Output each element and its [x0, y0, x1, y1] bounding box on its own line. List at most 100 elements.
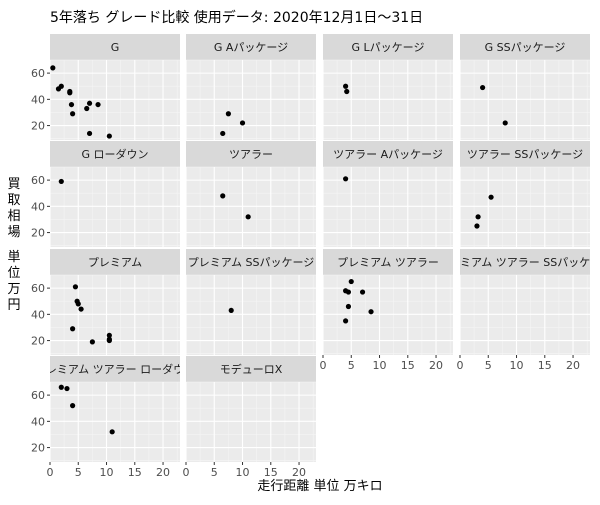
x-tick-label: 10 — [100, 466, 114, 479]
data-point — [67, 90, 73, 96]
x-tick-label: 10 — [373, 359, 387, 372]
facet-panel: G Lパッケージ — [322, 34, 453, 140]
x-tick-label: 0 — [47, 466, 54, 479]
y-tick-label: 40 — [31, 415, 45, 428]
facet-grid: G 20 40 60 G Aパッケージ G Lパッケージ G SSパッケージ G ローダウン 2… — [31, 34, 600, 479]
y-tick-label: 60 — [31, 389, 45, 402]
point-layer — [343, 83, 350, 95]
data-point — [480, 84, 486, 91]
y-tick-label: 40 — [31, 93, 45, 106]
data-point — [368, 309, 374, 315]
y-tick-label: 20 — [31, 442, 45, 455]
point-layer — [70, 284, 112, 345]
plot-background — [460, 275, 590, 355]
facet-label: G Aパッケージ — [214, 41, 288, 54]
point-layer — [480, 84, 508, 126]
x-tick-label: 20 — [156, 466, 170, 479]
data-point — [502, 120, 508, 126]
point-layer — [58, 178, 64, 185]
data-point — [72, 284, 79, 290]
y-tick-label: 60 — [31, 67, 45, 80]
data-point — [220, 193, 226, 199]
facet-strip — [186, 356, 316, 382]
facet-strip — [460, 141, 590, 167]
x-tick-label: 20 — [429, 359, 443, 372]
facet-panel: G ローダウン 20 40 60 — [31, 141, 180, 247]
facet-panel: ツアラー SSパッケージ — [459, 141, 590, 247]
plot-background — [460, 60, 590, 140]
data-point — [245, 214, 251, 220]
plot-background — [186, 60, 316, 140]
y-axis-label-char: 相 — [7, 209, 20, 224]
x-tick-label: 5 — [485, 359, 492, 372]
x-tick-label: 15 — [128, 466, 142, 479]
point-layer — [220, 111, 246, 137]
y-tick-label: 40 — [31, 200, 45, 213]
y-tick-label: 60 — [31, 174, 45, 187]
data-point — [78, 306, 84, 312]
facet-strip — [50, 34, 180, 60]
facet-strip — [50, 356, 180, 382]
facet-strip — [323, 141, 453, 167]
data-point — [64, 385, 70, 392]
x-tick-label: 15 — [401, 359, 415, 372]
facet-label: G — [111, 41, 120, 54]
facet-label: プレミアム SSパッケージ — [188, 256, 314, 269]
point-layer — [220, 193, 251, 220]
facet-label: G SSパッケージ — [485, 41, 566, 54]
data-point — [58, 178, 64, 185]
facet-label: プレミアム ツアラー SSパッケージ — [438, 256, 600, 269]
data-point — [75, 301, 81, 307]
facet-strip — [460, 249, 590, 275]
facet-label: G Lパッケージ — [352, 41, 425, 54]
data-point — [106, 133, 112, 139]
plot-background — [186, 382, 316, 462]
data-point — [70, 326, 76, 332]
data-point — [86, 130, 93, 137]
data-point — [58, 83, 64, 89]
plot-background — [186, 275, 316, 355]
data-point — [95, 101, 101, 108]
data-point — [228, 307, 234, 314]
data-point — [58, 384, 64, 390]
point-layer — [474, 194, 494, 229]
facet-strip — [50, 141, 180, 167]
facet-strip — [186, 141, 316, 167]
data-point — [474, 223, 480, 229]
facet-strip — [50, 249, 180, 275]
y-tick-label: 40 — [31, 308, 45, 321]
facet-panel: プレミアム SSパッケージ — [185, 249, 316, 355]
facet-strip — [460, 34, 590, 60]
facet-label: プレミアム — [88, 256, 142, 269]
plot-background — [460, 167, 590, 247]
data-point — [343, 83, 349, 89]
plot-background — [323, 60, 453, 140]
data-point — [225, 111, 231, 117]
data-point — [348, 278, 354, 285]
point-layer — [50, 65, 112, 139]
facet-strip — [186, 249, 316, 275]
data-point — [345, 289, 352, 295]
facet-label: ツアラー SSパッケージ — [467, 148, 583, 161]
y-tick-label: 20 — [31, 227, 45, 240]
data-point — [84, 105, 90, 112]
plot-background — [50, 382, 180, 462]
x-tick-label: 5 — [211, 466, 218, 479]
data-point — [86, 100, 93, 106]
x-tick-label: 0 — [320, 359, 327, 372]
y-axis-label-char: 場 — [7, 225, 20, 240]
facet-panel: G SSパッケージ — [459, 34, 590, 140]
point-layer — [343, 176, 349, 182]
plot-background — [323, 275, 453, 355]
data-point — [70, 403, 76, 409]
x-tick-label: 0 — [457, 359, 464, 372]
plot-background — [186, 167, 316, 247]
data-point — [345, 303, 352, 310]
x-tick-label: 5 — [348, 359, 355, 372]
y-axis-label-char: 万 — [7, 282, 20, 297]
data-point — [89, 339, 95, 345]
x-tick-label: 10 — [510, 359, 524, 372]
point-layer — [343, 278, 374, 324]
